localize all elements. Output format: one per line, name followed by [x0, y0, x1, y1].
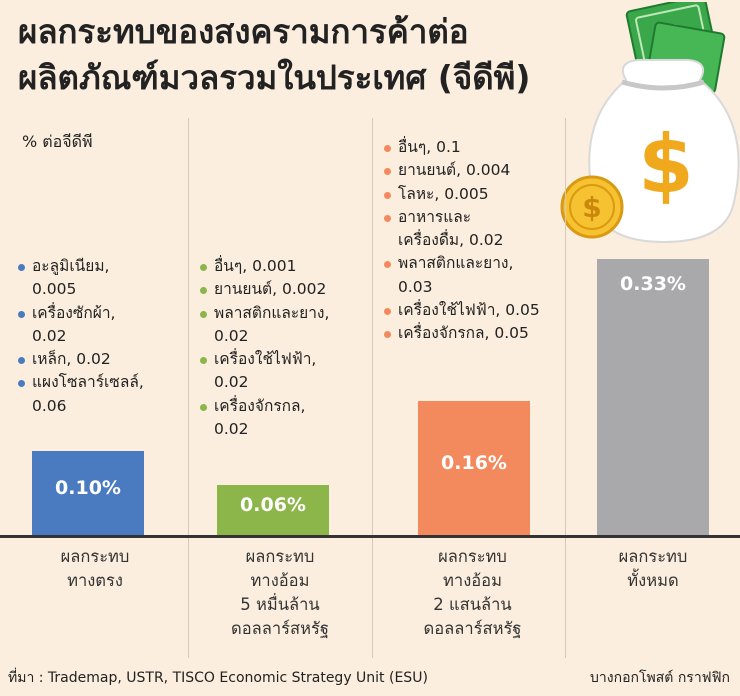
- item-name: เหล็ก, 0.02: [32, 350, 111, 368]
- breakdown-list-indirect-50b: อื่นๆ, 0.001 ยานยนต์, 0.002 พลาสติกและยา…: [200, 255, 370, 441]
- item-name: อะลูมิเนียม,: [32, 257, 110, 275]
- item-name: เครื่องจักรกล, 0.05: [398, 324, 529, 342]
- bar-direct: 0.10%: [32, 451, 144, 535]
- breakdown-item: อื่นๆ, 0.001: [200, 255, 370, 278]
- item-name: ยานยนต์, 0.002: [214, 280, 327, 299]
- breakdown-item: ยานยนต์, 0.004: [384, 159, 564, 182]
- category-label-direct: ผลกระทบ ทางตรง: [10, 545, 180, 593]
- item-name: เครื่องจักรกล,: [214, 396, 306, 415]
- item-name: อื่นๆ, 0.1: [398, 138, 461, 156]
- item-name: เครื่องใช้ไฟฟ้า, 0.05: [398, 300, 540, 319]
- breakdown-item: เครื่องจักรกล, 0.02: [200, 395, 370, 442]
- column-divider: [565, 118, 566, 658]
- category-line: ทางตรง: [67, 570, 123, 590]
- chart-title-line1: ผลกระทบของสงครามการค้าต่อ: [18, 12, 469, 51]
- breakdown-list-direct: อะลูมิเนียม, 0.005 เครื่องซักผ้า, 0.02 เหล…: [18, 255, 188, 418]
- bar-value-label: 0.06%: [240, 494, 306, 516]
- x-axis-baseline: [0, 535, 740, 538]
- bar-indirect-50b: 0.06%: [217, 485, 329, 535]
- category-line: ผลกระทบ: [60, 547, 130, 566]
- item-value: 0.03: [398, 277, 433, 296]
- category-line: 5 หมื่นล้าน: [240, 594, 320, 614]
- svg-text:$: $: [582, 191, 601, 224]
- item-name: พลาสติกและยาง,: [398, 254, 514, 273]
- y-axis-unit-label: % ต่อจีดีพี: [22, 132, 93, 151]
- category-line: ทั้งหมด: [627, 570, 679, 590]
- category-label-indirect-200b: ผลกระทบ ทางอ้อม 2 แสนล้าน ดอลลาร์สหรัฐ: [380, 545, 565, 641]
- breakdown-item: เครื่องซักผ้า, 0.02: [18, 302, 188, 349]
- category-line: ผลกระทบ: [245, 547, 315, 566]
- item-name: อื่นๆ, 0.001: [214, 257, 297, 275]
- graphic-credit: บางกอกโพสต์ กราฟฟิก: [590, 670, 730, 686]
- chart-title-line2: ผลิตภัณฑ์มวลรวมในประเทศ (จีดีพี): [18, 58, 531, 97]
- breakdown-item: เครื่องใช้ไฟฟ้า, 0.02: [200, 348, 370, 395]
- bar-indirect-200b: 0.16%: [418, 401, 530, 535]
- breakdown-item: ยานยนต์, 0.002: [200, 278, 370, 301]
- item-value: 0.02: [214, 373, 249, 392]
- item-value: 0.06: [32, 396, 67, 415]
- item-value: เครื่องดื่ม, 0.02: [398, 231, 504, 249]
- item-name: เครื่องซักผ้า,: [32, 303, 116, 322]
- item-name: เครื่องใช้ไฟฟ้า,: [214, 350, 317, 368]
- bar-value-label: 0.33%: [620, 273, 686, 295]
- item-name: ยานยนต์, 0.004: [398, 161, 511, 180]
- item-name: แผงโซลาร์เซลล์,: [32, 373, 144, 392]
- money-bag-icon: $ $ $: [560, 2, 740, 244]
- svg-text:$: $: [638, 118, 694, 211]
- column-divider: [188, 118, 189, 658]
- category-label-indirect-50b: ผลกระทบ ทางอ้อม 5 หมื่นล้าน ดอลลาร์สหรัฐ: [190, 545, 370, 641]
- bar-total: 0.33%: [597, 259, 709, 535]
- breakdown-item: พลาสติกและยาง, 0.02: [200, 302, 370, 349]
- breakdown-item: อาหารและเครื่องดื่ม, 0.02: [384, 206, 564, 253]
- breakdown-item: เครื่องจักรกล, 0.05: [384, 322, 564, 345]
- breakdown-list-indirect-200b: อื่นๆ, 0.1 ยานยนต์, 0.004 โลหะ, 0.005 อา…: [384, 136, 564, 345]
- category-label-total: ผลกระทบ ทั้งหมด: [568, 545, 738, 593]
- category-line: ผลกระทบ: [438, 547, 507, 566]
- breakdown-item: เครื่องใช้ไฟฟ้า, 0.05: [384, 299, 564, 322]
- category-line: ดอลลาร์สหรัฐ: [423, 618, 522, 638]
- breakdown-item: เหล็ก, 0.02: [18, 348, 188, 371]
- category-line: ทางอ้อม: [250, 570, 310, 590]
- item-name: โลหะ, 0.005: [398, 184, 489, 203]
- breakdown-item: โลหะ, 0.005: [384, 183, 564, 206]
- category-line: 2 แสนล้าน: [433, 594, 512, 614]
- category-line: ผลกระทบ: [618, 547, 688, 566]
- item-name: พลาสติกและยาง,: [214, 303, 330, 322]
- item-value: 0.02: [214, 326, 249, 345]
- item-value: 0.02: [214, 419, 249, 438]
- breakdown-item: อื่นๆ, 0.1: [384, 136, 564, 159]
- source-note: ที่มา : Trademap, USTR, TISCO Economic S…: [8, 670, 428, 686]
- bar-value-label: 0.10%: [55, 477, 121, 499]
- item-name: อาหารและ: [398, 207, 472, 226]
- breakdown-item: อะลูมิเนียม, 0.005: [18, 255, 188, 302]
- breakdown-item: แผงโซลาร์เซลล์, 0.06: [18, 371, 188, 418]
- item-value: 0.02: [32, 326, 67, 345]
- category-line: ทางอ้อม: [443, 570, 502, 590]
- column-divider: [372, 118, 373, 658]
- item-value: 0.005: [32, 280, 77, 299]
- breakdown-item: พลาสติกและยาง, 0.03: [384, 252, 564, 299]
- category-line: ดอลลาร์สหรัฐ: [231, 618, 329, 638]
- bar-value-label: 0.16%: [441, 452, 507, 474]
